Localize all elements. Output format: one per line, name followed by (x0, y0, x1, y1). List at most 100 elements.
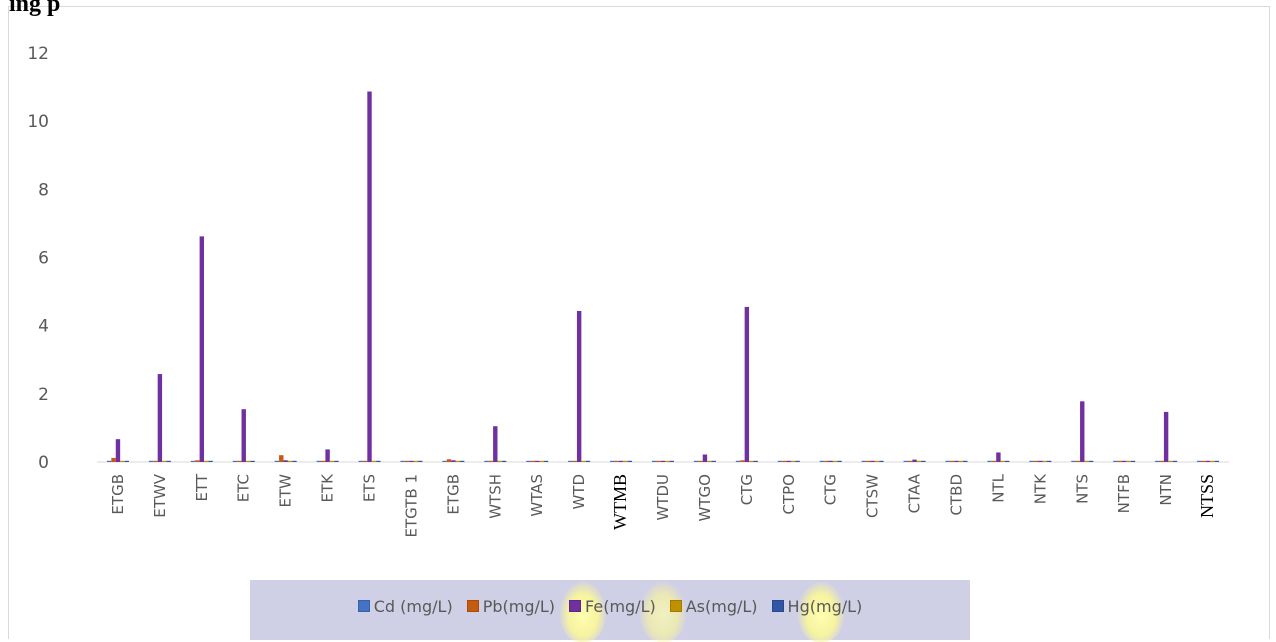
x-tick-label: ETGB (444, 474, 462, 515)
bar-fe (996, 452, 1001, 462)
decorative-blob (560, 582, 606, 642)
bar-fe (325, 449, 330, 462)
bar-cd (1155, 460, 1160, 462)
y-tick-label: 10 (27, 112, 49, 132)
y-tick-label: 0 (38, 453, 49, 473)
bar-cd (526, 460, 531, 462)
x-tick-label: CTG (822, 474, 840, 505)
bar-hg (250, 460, 255, 462)
chart-legend: Cd (mg/L) Pb(mg/L) Fe(mg/L) As(mg/L) Hg(mg/L… (250, 586, 970, 626)
bar-hg (711, 460, 716, 462)
x-tick-label: ETWV (151, 473, 169, 517)
bar-pb (404, 460, 410, 462)
bar-cd (106, 460, 112, 462)
bar-as (958, 460, 964, 462)
bar-hg (1088, 460, 1094, 462)
x-tick-label: WTGO (696, 474, 714, 521)
bar-pb (614, 460, 619, 462)
x-tick-label: NTSS (1197, 474, 1217, 518)
legend-item-pb: Pb(mg/L) (466, 597, 555, 616)
bar-hg (1005, 460, 1010, 462)
bar-cd (568, 460, 573, 462)
bar-cd (316, 460, 321, 462)
bar-cd (945, 460, 950, 462)
chart-frame: ing p 0 2 4 6 8 10 12 ETGB ETWV ETT ETC ETW ETK ETS E… (8, 0, 1270, 639)
bar-as (1042, 460, 1047, 462)
bar-hg (166, 460, 171, 462)
bar-as (245, 460, 251, 462)
bar-as (204, 460, 209, 462)
bar-pb (279, 455, 284, 462)
bar-hg (543, 460, 549, 462)
bar-as (120, 460, 125, 462)
bar-hg (376, 460, 381, 462)
bar-cd (484, 460, 489, 462)
x-tick-label: ETK (319, 473, 337, 503)
bar-pb (907, 460, 913, 462)
bar-fe (1121, 460, 1127, 462)
x-tick-label: NTFB (1115, 474, 1133, 513)
bar-pb (698, 460, 703, 462)
bar-as (371, 460, 377, 462)
bar-fe (870, 460, 875, 462)
bar-cd (358, 460, 363, 462)
x-tick-label: CTBD (947, 474, 965, 515)
bar-cd (232, 460, 238, 462)
bar-cd (735, 460, 741, 462)
x-tick-label: WTD (570, 474, 588, 510)
bar-fe (912, 459, 917, 462)
bar-as (162, 460, 167, 462)
bar-chart: 0 2 4 6 8 10 12 ETGB ETWV ETT ETC ETW ETK ETS ETGTB 1… (27, 44, 1229, 538)
bar-fe (576, 311, 582, 462)
bar-hg (795, 460, 800, 462)
bar-hg (879, 460, 884, 462)
bar-pb (572, 460, 577, 462)
legend-label: Cd (mg/L) (373, 596, 453, 616)
bar-pb (153, 460, 158, 462)
bar-as (497, 460, 502, 462)
bar-as (1000, 460, 1006, 462)
bar-fe (828, 460, 833, 462)
legend-item-as: As(mg/L) (669, 597, 758, 616)
legend-label: Fe(mg/L) (585, 596, 656, 616)
bar-hg (753, 460, 758, 462)
bar-fe (115, 439, 121, 462)
bar-hg (334, 460, 339, 462)
x-tick-label: ETW (277, 474, 295, 508)
bar-hg (1130, 460, 1136, 462)
bar-fe (702, 454, 708, 462)
legend-background (250, 580, 970, 640)
bar-as (874, 460, 880, 462)
bar-fe (1080, 401, 1085, 462)
bar-cd (400, 460, 405, 462)
x-tick-label: ETS (361, 474, 379, 502)
x-tick-label: NTL (989, 473, 1007, 502)
bar-as (539, 460, 544, 462)
y-tick-label: 2 (38, 385, 49, 405)
x-tick-label: CTG (738, 474, 756, 505)
bar-fe (660, 460, 666, 462)
legend-item-fe: Fe(mg/L) (569, 597, 656, 616)
decorative-blob (798, 582, 844, 642)
bar-hg (963, 460, 968, 462)
bar-fe (241, 409, 246, 462)
bar-pb (1201, 460, 1206, 462)
bar-fe (744, 306, 750, 462)
bar-hg (669, 460, 674, 462)
page-heading: ing p (9, 0, 61, 17)
bar-hg (837, 460, 842, 462)
bar-hg (921, 460, 926, 462)
x-tick-label: CTSW (864, 474, 882, 518)
legend-swatch (357, 600, 370, 612)
bar-cd (693, 460, 699, 462)
x-tick-label: WTMB (610, 474, 630, 530)
bar-pb (111, 457, 116, 462)
bar-fe (199, 236, 205, 462)
bar-cd (987, 460, 992, 462)
legend-swatch (771, 600, 784, 612)
bar-pb (1117, 460, 1122, 462)
bar-as (329, 460, 335, 462)
bar-cd (610, 460, 615, 462)
x-tick-label: NTS (1073, 474, 1091, 504)
bar-as (287, 460, 293, 462)
